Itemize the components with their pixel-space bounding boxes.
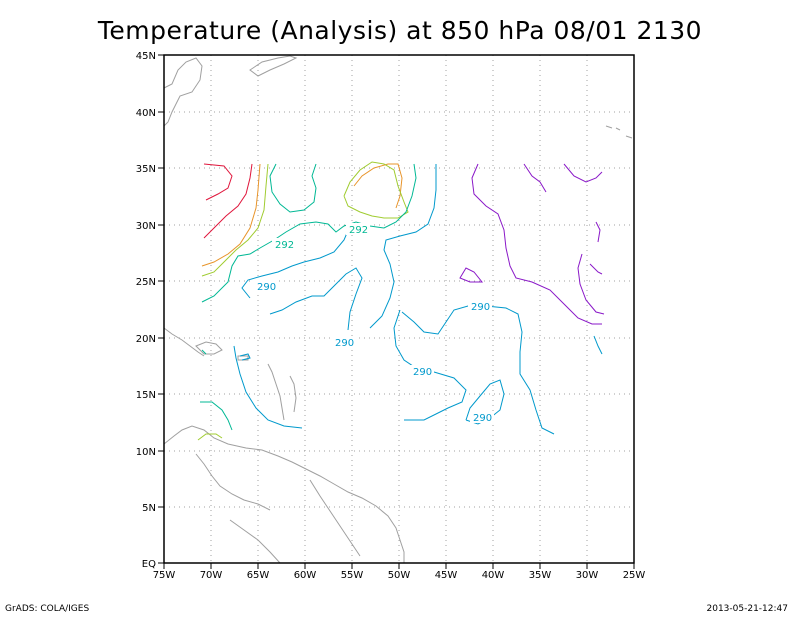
contour-blue-8: [593, 335, 603, 355]
contour-green-4: [201, 349, 207, 355]
contour-blue-puerto: [239, 353, 251, 361]
lat-tick-label: 15N: [136, 390, 156, 401]
lon-tick-label: 25W: [623, 570, 646, 581]
timestamp: 2013-05-21-12:47: [706, 604, 789, 614]
contour-red-2: [203, 163, 253, 239]
contour-blue-2: [241, 225, 351, 299]
contour-blue-4: [369, 164, 437, 329]
contour-label: 290: [471, 302, 490, 313]
contour-purple-1: [471, 163, 602, 325]
lat-tick-label: 10N: [136, 447, 156, 458]
grads-credit: GrADS: COLA/IGES: [5, 604, 90, 614]
lon-tick-label: 40W: [482, 570, 505, 581]
coast-guianas: [309, 479, 361, 557]
contour-blue-1: [233, 345, 303, 429]
contour-purple-6: [595, 221, 601, 243]
lat-tick-label: 35N: [136, 164, 156, 175]
contour-yellowgreen-1: [201, 163, 269, 277]
coast-north-america: [163, 57, 203, 127]
lat-tick-label: 45N: [136, 51, 156, 62]
map-title: Temperature (Analysis) at 850 hPa 08/01 …: [97, 16, 703, 45]
contour-label: 290: [257, 282, 276, 293]
coast-nova-scotia: [249, 55, 298, 77]
contour-label: 292: [349, 225, 368, 236]
lon-tick-label: 50W: [388, 570, 411, 581]
lat-tick-label: 5N: [142, 503, 156, 514]
coast-venezuela-detail: [195, 453, 271, 511]
lat-tick-label: 30N: [136, 221, 156, 232]
lat-tick-label: 25N: [136, 277, 156, 288]
lon-tick-label: 70W: [200, 570, 223, 581]
contour-orange-2: [353, 163, 403, 209]
contour-label: 290: [473, 413, 492, 424]
contour-green-3: [200, 401, 233, 431]
contour-label: 290: [413, 367, 432, 378]
contour-purple-2: [523, 163, 547, 193]
lon-tick-label: 45W: [435, 570, 458, 581]
contour-blue-6: [401, 305, 555, 435]
contour-purple-7: [589, 263, 603, 275]
contour-green-2: [269, 163, 317, 213]
longitude-axis: 75W 70W 65W 60W 55W 50W 45W 40W 35W 30W …: [153, 563, 646, 581]
coast-cuba: [163, 327, 205, 357]
map-frame: [163, 54, 635, 564]
lon-tick-label: 60W: [294, 570, 317, 581]
latitude-axis: EQ 5N 10N 15N 20N 25N 30N 35N 40N 45N: [136, 51, 164, 570]
lon-tick-label: 30W: [576, 570, 599, 581]
coast-puerto-rico: [237, 355, 249, 361]
lat-tick-label: 40N: [136, 108, 156, 119]
contour-purple-4: [459, 267, 484, 283]
coast-lesser-antilles: [267, 363, 297, 421]
contour-blue-5: [393, 309, 467, 421]
coastlines: [163, 55, 633, 564]
contour-labels: 292 292 290 290 290 290 290: [254, 223, 494, 424]
contour-blue-3: [269, 267, 363, 331]
temperature-contours: [197, 161, 605, 441]
coast-south-america: [163, 425, 405, 563]
lon-tick-label: 55W: [341, 570, 364, 581]
lon-tick-label: 65W: [247, 570, 270, 581]
contour-purple-3: [563, 163, 603, 183]
contour-red-1: [203, 163, 233, 201]
lon-tick-label: 75W: [153, 570, 176, 581]
coast-hispaniola: [195, 341, 223, 355]
contour-orange-1: [201, 163, 261, 267]
lat-tick-label: 20N: [136, 334, 156, 345]
contour-label: 290: [335, 338, 354, 349]
lon-tick-label: 35W: [529, 570, 552, 581]
graticule: [164, 55, 634, 563]
contour-green-1: [201, 163, 417, 303]
coast-east-islands: [605, 125, 633, 139]
contour-label: 292: [275, 240, 294, 251]
contour-yellowgreen-2: [343, 161, 409, 219]
contour-yellowgreen-3: [197, 433, 223, 441]
contour-purple-5: [577, 253, 605, 315]
lat-tick-label: EQ: [142, 559, 156, 570]
coast-central-border: [229, 519, 281, 564]
